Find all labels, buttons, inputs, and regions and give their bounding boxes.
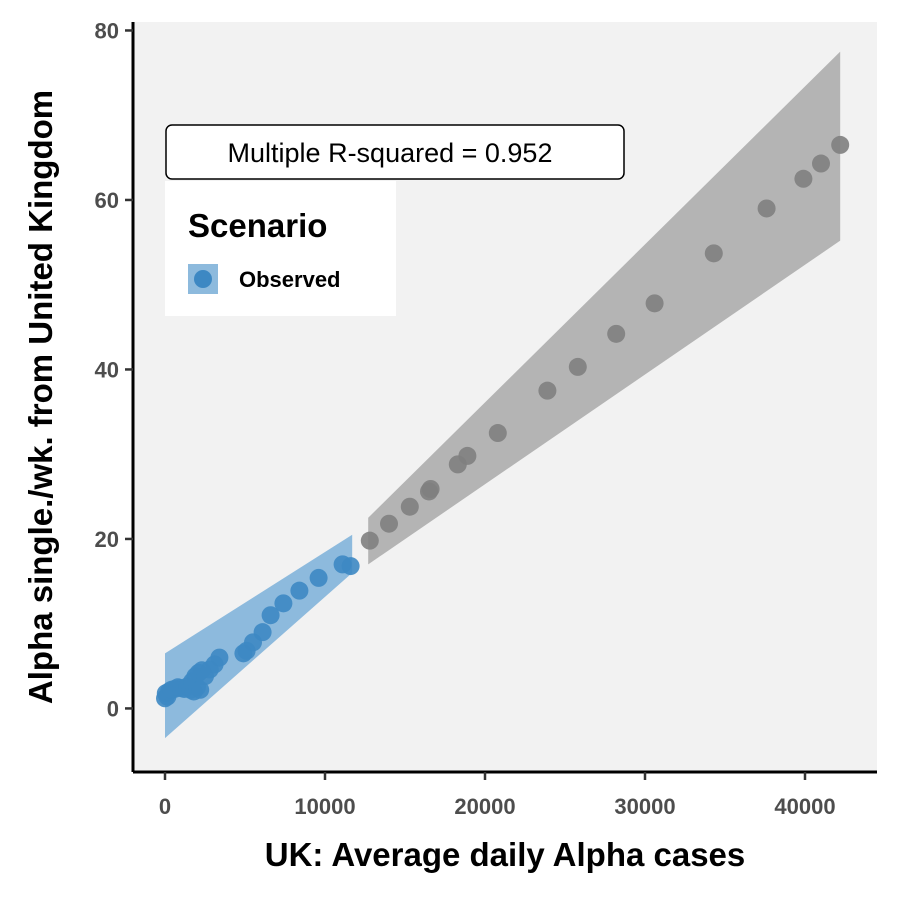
x-tick-label: 40000 xyxy=(774,794,835,819)
legend-label-observed: Observed xyxy=(239,267,341,292)
x-axis-title: UK: Average daily Alpha cases xyxy=(265,836,746,873)
projected-point xyxy=(812,154,830,173)
legend-background xyxy=(165,181,396,316)
projected-point xyxy=(568,357,587,376)
observed-point xyxy=(341,557,360,576)
observed-point xyxy=(253,623,272,642)
legend-title: Scenario xyxy=(188,207,327,244)
projected-point xyxy=(538,381,557,400)
observed-point xyxy=(191,680,210,699)
projected-point xyxy=(400,497,419,516)
projected-point xyxy=(458,446,477,465)
projected-confidence-band xyxy=(368,51,841,565)
observed-point xyxy=(210,648,229,667)
y-tick-label: 60 xyxy=(95,188,119,213)
projected-point xyxy=(645,294,664,313)
y-tick-label: 80 xyxy=(95,18,119,43)
y-tick-label: 20 xyxy=(95,527,119,552)
projected-point xyxy=(704,244,723,263)
legend-key-point xyxy=(194,270,212,288)
x-tick-label: 20000 xyxy=(454,794,515,819)
projected-point xyxy=(488,424,507,443)
x-tick-label: 30000 xyxy=(614,794,675,819)
observed-point xyxy=(309,568,328,587)
x-tick-label: 0 xyxy=(159,794,171,819)
observed-point xyxy=(261,606,280,625)
projected-point xyxy=(757,199,776,218)
y-tick-label: 0 xyxy=(107,696,119,721)
y-axis-ticks: 0 20 40 60 80 xyxy=(95,18,133,721)
y-tick-label: 40 xyxy=(95,357,119,382)
legend: Scenario Observed xyxy=(165,181,396,316)
projected-point xyxy=(607,324,626,343)
x-axis-ticks: 0 10000 20000 30000 40000 xyxy=(159,772,836,819)
projected-point xyxy=(380,514,398,533)
x-tick-label: 10000 xyxy=(294,794,355,819)
data-points xyxy=(156,135,850,708)
projected-point xyxy=(794,169,813,188)
observed-point xyxy=(290,581,309,600)
observed-point xyxy=(274,594,293,613)
y-axis-title: Alpha single./wk. from United Kingdom xyxy=(22,90,59,704)
projected-point xyxy=(421,479,440,498)
annotation-text: Multiple R-squared = 0.952 xyxy=(228,138,553,168)
projected-point xyxy=(831,135,850,154)
projected-point xyxy=(360,531,379,550)
r-squared-annotation: Multiple R-squared = 0.952 xyxy=(165,124,625,180)
annotation-box xyxy=(165,124,625,180)
